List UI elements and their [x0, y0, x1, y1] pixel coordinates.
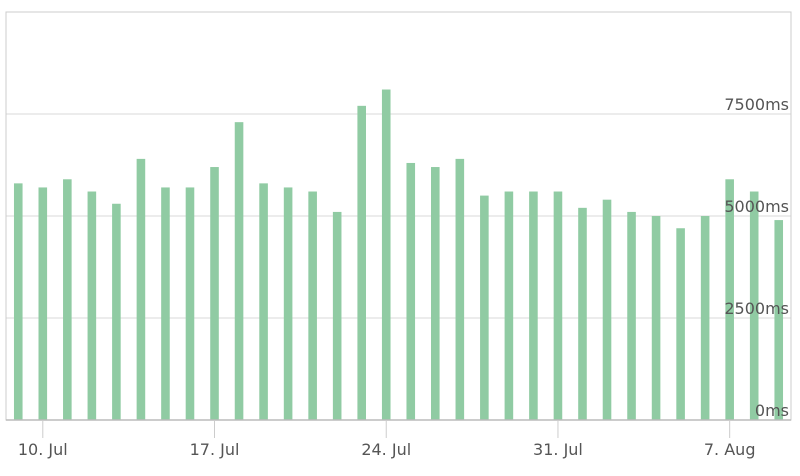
- bar: [185, 187, 195, 420]
- bar: [87, 191, 97, 420]
- bar: [529, 191, 538, 420]
- bar: [38, 187, 48, 420]
- bar: [357, 105, 366, 420]
- bar: [774, 220, 784, 420]
- x-tick-label: 24. Jul: [361, 440, 411, 459]
- bar: [504, 191, 514, 420]
- y-tick-label: 5000ms: [724, 197, 789, 216]
- bar: [627, 211, 636, 420]
- bar: [676, 228, 685, 420]
- x-tick-label: 17. Jul: [190, 440, 240, 459]
- bar: [602, 199, 612, 420]
- bar: [332, 211, 342, 420]
- bar: [234, 122, 244, 420]
- y-tick-label: 0ms: [755, 401, 789, 420]
- y-axis-labels: 0ms 2500ms 5000ms 7500ms: [724, 95, 789, 420]
- bar: [136, 158, 146, 420]
- x-axis: 10. Jul 17. Jul 24. Jul 31. Jul 7. Aug: [6, 419, 791, 459]
- bar: [381, 89, 391, 421]
- bar: [725, 179, 734, 420]
- bar: [308, 191, 317, 420]
- bar: [651, 216, 661, 420]
- bar: [455, 158, 465, 420]
- y-tick-label: 7500ms: [724, 95, 789, 114]
- bar: [210, 167, 219, 420]
- bar: [13, 183, 23, 420]
- bar: [161, 187, 170, 420]
- bar: [63, 179, 72, 420]
- bar: [431, 167, 440, 420]
- x-tick-label: 10. Jul: [18, 440, 68, 459]
- bar: [112, 203, 121, 420]
- y-tick-label: 2500ms: [724, 299, 789, 318]
- gridlines: [6, 113, 791, 319]
- bar-series: [13, 89, 784, 421]
- bar: [578, 207, 587, 420]
- bar: [553, 191, 563, 420]
- bar: [700, 216, 710, 420]
- bar: [406, 162, 416, 420]
- bar: [749, 191, 759, 420]
- x-tick-label: 31. Jul: [533, 440, 583, 459]
- bar: [480, 195, 489, 420]
- x-tick-label: 7. Aug: [704, 440, 756, 459]
- bar: [283, 187, 293, 420]
- bar: [259, 183, 268, 420]
